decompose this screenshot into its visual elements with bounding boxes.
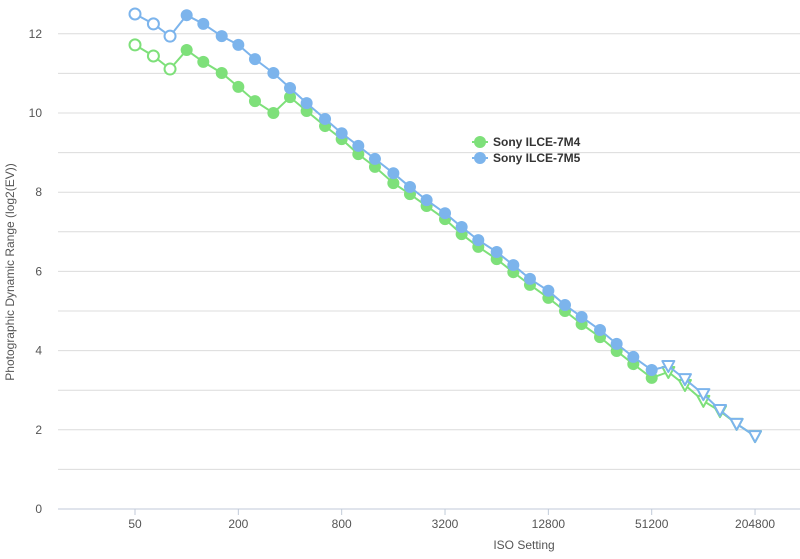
y-axis-title: Photographic Dynamic Range (log2(EV)) (3, 163, 17, 380)
data-point-filled-circle-icon[interactable] (420, 194, 433, 207)
y-tick-label: 0 (35, 502, 42, 516)
data-point-filled-circle-icon[interactable] (267, 67, 280, 80)
data-point-filled-circle-icon[interactable] (439, 207, 452, 220)
data-point-filled-circle-icon[interactable] (403, 181, 416, 194)
data-point-filled-circle-icon[interactable] (455, 221, 468, 234)
data-point-filled-circle-icon[interactable] (180, 44, 193, 57)
data-point-filled-circle-icon[interactable] (248, 95, 261, 108)
data-point-open-circle-icon[interactable] (163, 29, 177, 43)
data-point-filled-circle-icon[interactable] (335, 127, 348, 140)
data-point-filled-circle-icon[interactable] (215, 67, 228, 80)
x-tick-label: 3200 (432, 517, 459, 531)
x-tick-label: 12800 (532, 517, 566, 531)
x-tick-label: 50 (128, 517, 142, 531)
data-point-filled-circle-icon[interactable] (197, 17, 210, 30)
x-tick-label: 51200 (635, 517, 669, 531)
legend-item-7m5[interactable]: Sony ILCE-7M5 (472, 151, 581, 165)
y-tick-label: 4 (35, 344, 42, 358)
data-point-open-triangle-down-icon[interactable] (713, 404, 728, 417)
data-point-open-triangle-down-icon[interactable] (677, 373, 692, 387)
legend: Sony ILCE-7M4 Sony ILCE-7M5 (472, 135, 581, 165)
data-point-open-triangle-down-icon[interactable] (696, 388, 711, 402)
data-point-filled-circle-icon[interactable] (284, 82, 297, 95)
series-sony-ilce-7m4 (128, 38, 763, 444)
data-point-filled-circle-icon[interactable] (542, 284, 555, 297)
x-tick-label: 800 (332, 517, 352, 531)
plot-series (128, 7, 763, 444)
data-point-filled-circle-icon[interactable] (627, 350, 640, 363)
data-point-filled-circle-icon[interactable] (180, 9, 193, 22)
y-tick-label: 10 (29, 106, 43, 120)
x-tick-label: 200 (228, 517, 248, 531)
data-point-open-circle-icon[interactable] (146, 17, 160, 31)
x-axis: 50 200 800 3200 12800 51200 204800 (58, 508, 800, 531)
legend-label-7m4: Sony ILCE-7M4 (493, 135, 581, 149)
data-point-filled-circle-icon[interactable] (352, 148, 365, 161)
data-point-filled-circle-icon[interactable] (284, 91, 297, 104)
data-point-filled-circle-icon[interactable] (197, 55, 210, 68)
data-point-filled-circle-icon[interactable] (558, 299, 571, 312)
legend-item-7m4[interactable]: Sony ILCE-7M4 (472, 135, 581, 149)
legend-label-7m5: Sony ILCE-7M5 (493, 151, 581, 165)
y-axis-ticks: 0 2 4 6 8 10 12 (29, 27, 43, 516)
data-point-open-circle-icon[interactable] (128, 38, 142, 52)
y-tick-label: 6 (35, 264, 42, 278)
gridlines (58, 33, 800, 470)
series-line (134, 44, 756, 437)
data-point-filled-circle-icon[interactable] (267, 107, 280, 119)
data-point-filled-circle-icon[interactable] (472, 234, 485, 247)
data-point-filled-circle-icon[interactable] (215, 30, 228, 43)
data-point-open-triangle-down-icon[interactable] (729, 417, 744, 431)
data-point-filled-circle-icon[interactable] (645, 364, 658, 377)
legend-marker-7m5-icon (474, 152, 486, 164)
data-point-filled-circle-icon[interactable] (232, 80, 245, 93)
data-point-filled-circle-icon[interactable] (523, 272, 536, 285)
data-point-filled-circle-icon[interactable] (387, 177, 400, 190)
x-tick-label: 204800 (735, 517, 775, 531)
data-point-open-circle-icon[interactable] (146, 49, 160, 63)
y-tick-label: 8 (35, 185, 42, 199)
data-point-filled-circle-icon[interactable] (232, 38, 245, 51)
data-point-open-triangle-down-icon[interactable] (748, 430, 763, 444)
y-tick-label: 2 (35, 423, 42, 437)
data-point-filled-circle-icon[interactable] (368, 152, 381, 165)
data-point-filled-circle-icon[interactable] (319, 112, 332, 125)
data-point-filled-circle-icon[interactable] (387, 167, 400, 180)
x-axis-title: ISO Setting (493, 538, 554, 552)
y-tick-label: 12 (29, 27, 43, 41)
legend-marker-7m4-icon (474, 136, 486, 148)
data-point-open-circle-icon[interactable] (128, 7, 142, 21)
data-point-filled-circle-icon[interactable] (490, 245, 503, 258)
data-point-filled-circle-icon[interactable] (610, 337, 623, 350)
data-point-open-circle-icon[interactable] (163, 62, 177, 76)
data-point-filled-circle-icon[interactable] (507, 259, 520, 272)
data-point-filled-circle-icon[interactable] (352, 139, 365, 152)
data-point-filled-circle-icon[interactable] (594, 324, 607, 337)
series-sony-ilce-7m5 (128, 7, 763, 444)
data-point-filled-circle-icon[interactable] (248, 53, 261, 66)
data-point-filled-circle-icon[interactable] (300, 97, 313, 110)
data-point-filled-circle-icon[interactable] (575, 310, 588, 323)
data-point-open-triangle-down-icon[interactable] (661, 360, 676, 374)
